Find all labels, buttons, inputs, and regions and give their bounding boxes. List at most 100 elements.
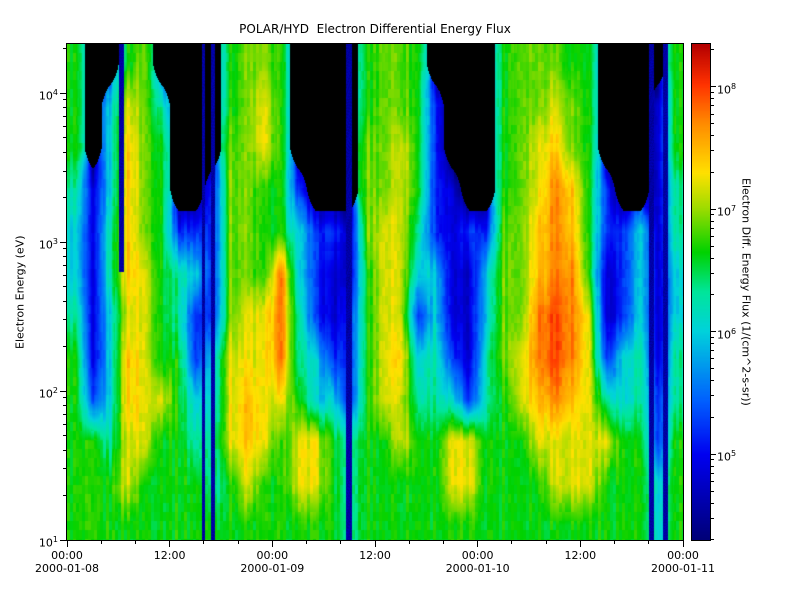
y-minor-tick — [63, 170, 67, 172]
y-minor-tick — [63, 151, 67, 153]
y-major-tick — [60, 92, 67, 94]
y-minor-tick — [63, 248, 67, 250]
y-tick-label: 102 — [38, 386, 58, 401]
y-axis-label: Electron Energy (eV) — [13, 235, 27, 349]
y-minor-tick — [63, 397, 67, 399]
colorbar-label: Electron Diff. Energy Flux (1/(cm^2-s-sr… — [739, 178, 753, 406]
x-minor-tick — [614, 541, 616, 544]
y-minor-tick — [63, 300, 67, 302]
colorbar-minor-tick — [711, 416, 714, 418]
y-minor-tick — [63, 468, 67, 470]
x-major-tick — [374, 541, 376, 547]
colorbar-minor-tick — [711, 236, 714, 237]
y-minor-tick — [63, 435, 67, 437]
colorbar-major-tick — [711, 331, 716, 333]
y-minor-tick — [63, 107, 67, 109]
colorbar-canvas — [692, 44, 710, 540]
x-major-tick — [477, 541, 479, 547]
colorbar-minor-tick — [711, 49, 714, 51]
colorbar-minor-tick — [711, 472, 714, 474]
colorbar-minor-tick — [711, 113, 714, 115]
y-minor-tick — [63, 274, 67, 276]
colorbar-minor-tick — [711, 343, 714, 345]
spectrogram-canvas — [67, 44, 683, 540]
colorbar-minor-tick — [711, 336, 714, 338]
colorbar-minor-tick — [711, 135, 714, 137]
colorbar-minor-tick — [711, 480, 714, 482]
colorbar-minor-tick — [711, 380, 714, 382]
x-minor-tick — [340, 541, 342, 544]
y-major-tick — [60, 241, 67, 243]
colorbar-minor-tick — [711, 171, 714, 173]
x-tick-time-label: 00:00 — [667, 549, 699, 562]
y-tick-label: 103 — [38, 237, 58, 252]
colorbar-minor-tick — [711, 98, 714, 100]
x-minor-tick — [203, 541, 205, 544]
x-major-tick — [169, 541, 171, 547]
colorbar-minor-tick — [711, 214, 714, 216]
y-minor-tick — [63, 404, 67, 406]
x-tick-time-label: 00:00 — [461, 549, 494, 562]
x-major-tick — [271, 541, 273, 547]
colorbar-minor-tick — [711, 368, 714, 370]
colorbar-minor-tick — [711, 150, 714, 152]
colorbar-minor-tick — [711, 539, 714, 541]
x-minor-tick — [100, 541, 102, 544]
colorbar-minor-tick — [711, 272, 714, 274]
y-minor-tick — [63, 256, 67, 258]
colorbar-minor-tick — [711, 459, 714, 461]
x-major-tick — [66, 541, 68, 547]
colorbar-minor-tick — [711, 245, 714, 247]
colorbar-tick-label: 106 — [717, 326, 737, 342]
x-minor-tick — [648, 541, 650, 544]
x-tick-time-label: 00:00 — [256, 549, 289, 562]
y-minor-tick — [63, 345, 67, 347]
y-tick-label: 101 — [38, 535, 58, 550]
y-minor-tick — [63, 319, 67, 321]
colorbar-minor-tick — [711, 227, 714, 229]
colorbar-minor-tick — [711, 490, 714, 492]
y-minor-tick — [63, 494, 67, 496]
x-major-tick — [682, 541, 684, 547]
x-minor-tick — [442, 541, 444, 544]
y-minor-tick — [63, 264, 67, 266]
y-minor-tick — [63, 99, 67, 101]
y-minor-tick — [63, 137, 67, 139]
x-major-tick — [579, 541, 581, 547]
x-tick-time-label: 12:00 — [564, 549, 597, 562]
x-minor-tick — [408, 541, 410, 544]
x-tick-date-label: 2000-01-09 — [240, 562, 305, 575]
chart-title: POLAR/HYD Electron Differential Energy F… — [239, 22, 511, 36]
x-tick-time-label: 12:00 — [359, 549, 391, 562]
colorbar-major-tick — [711, 208, 716, 210]
y-minor-tick — [63, 413, 67, 415]
x-minor-tick — [237, 541, 239, 544]
colorbar-minor-tick — [711, 220, 714, 222]
x-tick-time-label: 00:00 — [51, 549, 83, 562]
y-tick-label: 104 — [38, 88, 58, 103]
y-minor-tick — [63, 125, 67, 127]
colorbar-minor-tick — [711, 465, 714, 467]
colorbar-tick-label: 107 — [717, 204, 737, 219]
y-major-tick — [60, 539, 67, 541]
colorbar-major-tick — [711, 86, 716, 88]
x-tick-date-label: 2000-01-10 — [445, 562, 510, 575]
y-minor-tick — [63, 423, 67, 425]
x-tick-date-label: 2000-01-11 — [651, 562, 715, 575]
colorbar-major-tick — [711, 453, 716, 455]
colorbar-minor-tick — [711, 105, 714, 107]
y-minor-tick — [63, 286, 67, 288]
colorbar-minor-tick — [711, 517, 714, 519]
colorbar-minor-tick — [711, 294, 714, 296]
y-minor-tick — [63, 196, 67, 198]
x-tick-time-label: 12:00 — [153, 549, 186, 562]
x-minor-tick — [545, 541, 547, 544]
colorbar-minor-tick — [711, 91, 714, 93]
y-major-tick — [60, 390, 67, 392]
y-minor-tick — [63, 47, 67, 49]
colorbar-minor-tick — [711, 502, 714, 504]
colorbar-minor-tick — [711, 123, 714, 125]
colorbar-tick-label: 108 — [717, 81, 737, 97]
colorbar-minor-tick — [711, 358, 714, 360]
